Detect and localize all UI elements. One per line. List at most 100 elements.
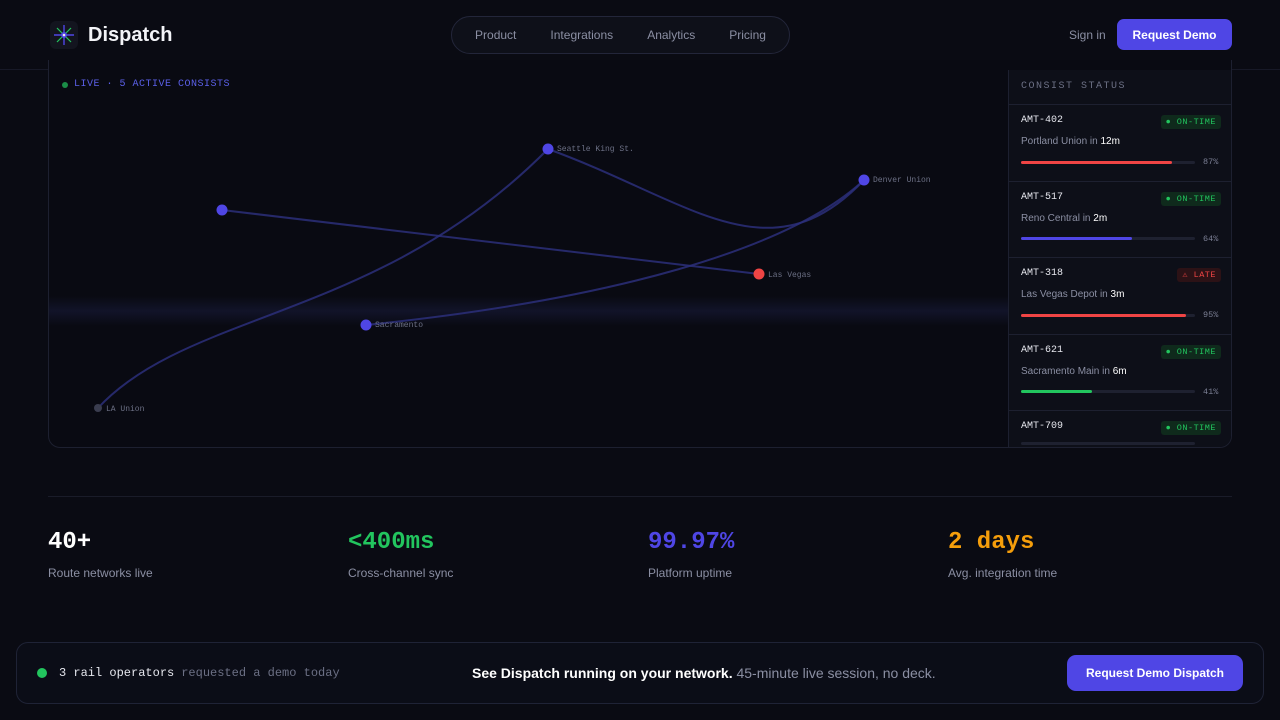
- stat-sync: <400ms Cross-channel sync: [348, 529, 628, 580]
- demo-cta-bar: 3 rail operators requested a demo today …: [16, 642, 1264, 704]
- consist-card[interactable]: AMT-318 ⚠ LATE Las Vegas Depot in 3m 95%: [1009, 258, 1231, 335]
- status-badge: ● ON-TIME: [1160, 115, 1221, 129]
- cta-subtext: 45-minute live session, no deck.: [736, 665, 936, 681]
- progress-fill: [1021, 237, 1133, 240]
- destination-text: Reno Central in: [1021, 212, 1091, 224]
- consist-destination: Reno Central in 2m: [1021, 213, 1221, 224]
- status-badge: ● ON-TIME: [1160, 344, 1221, 359]
- map-glow-band: [49, 296, 1009, 326]
- nav-pricing[interactable]: Pricing: [729, 28, 766, 42]
- brand[interactable]: Dispatch: [50, 21, 172, 49]
- brand-name: Dispatch: [88, 23, 173, 46]
- progress-percent: 41%: [1203, 386, 1219, 397]
- progress-row: [1021, 442, 1221, 445]
- status-badge: ⚠ LATE: [1177, 268, 1221, 282]
- station-label-denver: Denver Union: [873, 176, 931, 185]
- progress-fill: [1021, 390, 1093, 393]
- station-west[interactable]: [216, 204, 228, 216]
- stat-label: Avg. integration time: [948, 566, 1058, 580]
- stat-value: 2 days: [948, 529, 1035, 556]
- consist-card[interactable]: AMT-402 ● ON-TIME Portland Union in 12m 87%: [1009, 105, 1231, 182]
- route-la-seattle: [97, 148, 549, 409]
- consist-card[interactable]: AMT-709 ● ON-TIME: [1009, 411, 1231, 447]
- eta-value: 12m: [1100, 136, 1120, 147]
- stat-value: <400ms: [348, 529, 435, 556]
- nav-analytics[interactable]: Analytics: [647, 28, 696, 42]
- station-label-seattle: Seattle King St.: [557, 145, 634, 154]
- consist-id: AMT-318: [1021, 268, 1064, 279]
- progress-row: 95%: [1021, 310, 1221, 320]
- progress-track: [1021, 390, 1195, 393]
- stat-uptime: 99.97% Platform uptime: [648, 529, 928, 580]
- route-sacramento-denver: [365, 179, 865, 326]
- progress-fill: [1021, 160, 1173, 164]
- destination-text: Sacramento Main in: [1021, 365, 1110, 377]
- consist-id: AMT-709: [1021, 421, 1064, 432]
- main-nav: Product Integrations Analytics Pricing: [451, 16, 790, 54]
- station-la[interactable]: [94, 404, 102, 412]
- sign-in-link[interactable]: Sign in: [1069, 28, 1106, 42]
- progress-track: [1021, 237, 1195, 240]
- consist-card[interactable]: AMT-621 ● ON-TIME Sacramento Main in 6m 41%: [1009, 335, 1231, 411]
- progress-track: [1021, 442, 1195, 445]
- station-label-las-vegas: Las Vegas: [768, 271, 811, 280]
- consist-status-panel: CONSIST STATUS AMT-402 ● ON-TIME Portland …: [1008, 70, 1231, 447]
- operators-count: 3 rail operators: [59, 666, 175, 680]
- destination-text: Las Vegas Depot in: [1021, 289, 1108, 300]
- progress-row: 64%: [1021, 234, 1221, 244]
- request-demo-dispatch-button[interactable]: Request Demo Dispatch: [1067, 655, 1243, 691]
- live-dot: [62, 81, 68, 88]
- progress-fill: [1021, 313, 1187, 317]
- operators-text: requested a demo today: [181, 666, 340, 680]
- progress-row: 87%: [1021, 157, 1221, 167]
- eta-value: 6m: [1112, 365, 1127, 377]
- eta-value: 3m: [1110, 289, 1125, 300]
- live-label: LIVE · 5 ACTIVE CONSISTS: [74, 79, 231, 90]
- route-west-lasvegas: [221, 209, 760, 275]
- consist-id: AMT-402: [1021, 115, 1064, 126]
- destination-text: Portland Union in: [1021, 136, 1098, 147]
- consist-id: AMT-621: [1021, 344, 1064, 356]
- route-map[interactable]: Seattle King St. Denver Union Las Vegas …: [49, 60, 1009, 448]
- cta-message: See Dispatch running on your network. 45…: [472, 665, 936, 681]
- station-las-vegas[interactable]: [753, 268, 765, 280]
- station-sacramento[interactable]: [360, 319, 372, 331]
- stat-value: 40+: [48, 529, 92, 556]
- live-indicator: LIVE · 5 ACTIVE CONSISTS: [62, 79, 230, 90]
- progress-row: 41%: [1021, 387, 1221, 397]
- station-label-sacramento: Sacramento: [375, 321, 423, 330]
- stat-label: Cross-channel sync: [348, 566, 454, 580]
- consist-list: AMT-402 ● ON-TIME Portland Union in 12m 87%…: [1009, 105, 1231, 447]
- consist-id: AMT-517: [1021, 191, 1064, 203]
- stat-label: Route networks live: [48, 566, 153, 580]
- stat-integration-time: 2 days Avg. integration time: [948, 529, 1228, 580]
- progress-percent: 87%: [1203, 157, 1219, 167]
- section-divider: [48, 496, 1232, 497]
- consist-destination: Sacramento Main in 6m: [1021, 366, 1221, 377]
- activity-dot: [37, 668, 47, 678]
- station-label-la: LA Union: [106, 405, 145, 414]
- route-seattle-denver: [547, 148, 865, 229]
- consist-destination: Las Vegas Depot in 3m: [1021, 289, 1221, 300]
- request-demo-button[interactable]: Request Demo: [1117, 19, 1232, 50]
- stat-value: 99.97%: [648, 529, 735, 556]
- stat-route-networks: 40+ Route networks live: [48, 529, 328, 580]
- stat-label: Platform uptime: [648, 566, 733, 580]
- route-map-panel: Seattle King St. Denver Union Las Vegas …: [48, 60, 1232, 448]
- progress-track: [1021, 313, 1195, 317]
- status-badge: ● ON-TIME: [1160, 421, 1221, 435]
- logo-icon: [50, 21, 78, 49]
- station-seattle[interactable]: [542, 143, 554, 155]
- eta-value: 2m: [1093, 212, 1108, 224]
- consist-card[interactable]: AMT-517 ● ON-TIME Reno Central in 2m 64%: [1009, 182, 1231, 258]
- station-denver[interactable]: [858, 174, 870, 186]
- cta-headline: See Dispatch running on your network.: [472, 665, 733, 681]
- nav-product[interactable]: Product: [475, 28, 517, 42]
- nav-integrations[interactable]: Integrations: [550, 28, 614, 42]
- progress-percent: 95%: [1203, 310, 1219, 320]
- top-header: Dispatch Product Integrations Analytics …: [0, 0, 1280, 70]
- status-badge: ● ON-TIME: [1160, 191, 1221, 206]
- progress-percent: 64%: [1203, 233, 1219, 244]
- progress-track: [1021, 160, 1195, 164]
- consist-destination: Portland Union in 12m: [1021, 136, 1221, 147]
